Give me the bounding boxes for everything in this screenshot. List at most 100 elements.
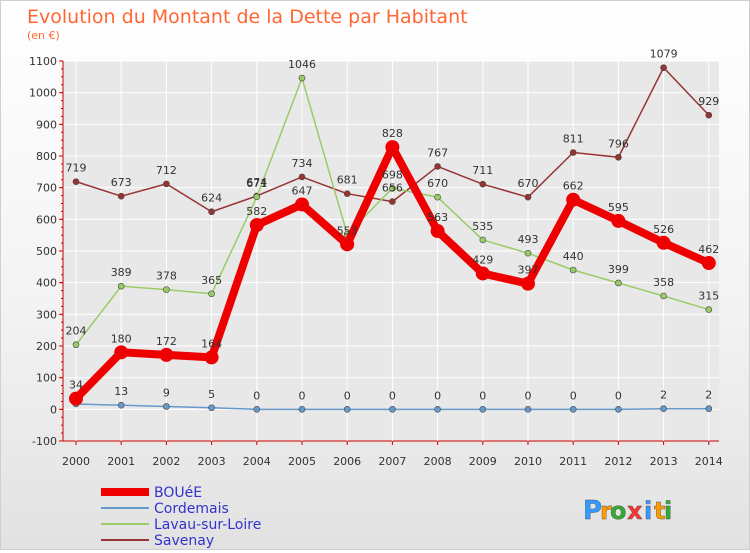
data-point [159,347,174,362]
data-point [479,180,487,188]
data-label: 624 [201,192,222,205]
data-point [660,292,667,300]
data-point [253,406,261,413]
data-label: 0 [389,389,396,402]
data-point [701,256,716,271]
data-label: 656 [382,182,403,195]
data-point [434,193,441,201]
data-label: 2 [660,389,667,402]
data-label: 397 [518,264,539,277]
x-tick-label: 2001 [107,455,135,468]
data-label: 365 [201,274,222,287]
data-point [208,208,215,216]
data-point [340,237,355,252]
data-point [298,173,306,181]
logo-letter: o [610,497,627,525]
x-tick-label: 2004 [243,455,271,468]
data-label: 671 [246,177,267,190]
data-point [389,198,396,205]
y-tick-label: 700 [36,182,57,195]
data-point [117,401,125,409]
logo-letter: P [583,496,602,526]
plot-area: -100010020030040050060070080090010001100… [29,48,723,468]
data-label: 0 [525,389,532,402]
x-tick-label: 2003 [198,455,226,468]
data-point [656,235,671,250]
y-tick-label: 1100 [29,55,57,68]
data-point [524,406,532,413]
data-label: 0 [479,389,486,402]
data-label: 712 [156,164,177,177]
x-tick-label: 2012 [604,455,632,468]
data-point [249,218,264,233]
data-label: 595 [608,201,629,214]
data-label: 670 [518,177,539,190]
data-point [430,224,445,239]
x-tick-label: 2002 [152,455,180,468]
logo-letter: r [600,497,612,525]
data-point [117,282,125,290]
data-point [208,404,215,412]
data-label: 674 [246,176,267,189]
data-label: 767 [427,146,448,159]
data-point [343,190,351,197]
data-point [660,405,667,413]
data-label: 796 [608,137,629,150]
chart-title: Evolution du Montant de la Dette par Hab… [27,6,468,28]
x-tick-label: 2008 [424,455,452,468]
data-label: 0 [434,389,441,402]
x-tick-label: 2000 [62,455,90,468]
data-point [298,74,306,82]
data-point [389,406,396,413]
data-point [434,163,441,170]
data-point [475,266,490,281]
data-point [479,236,487,244]
legend-label: Savenay [154,533,214,549]
y-tick-label: 500 [36,245,57,258]
data-label: 647 [292,184,313,197]
data-label: 553 [337,224,358,237]
data-point [705,111,713,119]
data-point [253,193,261,201]
y-tick-label: 1000 [29,87,57,100]
data-label: 673 [111,176,132,189]
logo-letter: i [664,497,672,525]
data-label: 734 [292,157,313,170]
data-point [72,178,80,185]
y-tick-label: -100 [32,435,57,448]
y-tick-label: 900 [36,118,57,131]
data-label: 13 [114,385,128,398]
data-label: 0 [615,389,622,402]
data-point [569,406,577,413]
data-label: 526 [653,223,674,236]
data-label: 34 [69,379,83,392]
data-point [524,249,532,257]
data-label: 358 [653,276,674,289]
data-label: 1079 [650,48,678,61]
data-label: 662 [563,180,584,193]
data-point [295,197,309,212]
data-point [163,286,170,293]
data-label: 0 [253,389,260,402]
data-label: 315 [698,290,719,303]
data-point [114,345,129,360]
data-label: 670 [427,177,448,190]
data-point [163,180,170,188]
data-label: 389 [111,266,132,279]
x-tick-label: 2014 [695,455,723,468]
proxiti-logo: Pro x i ti [583,496,673,526]
data-point [615,279,622,287]
data-label: 399 [608,263,629,276]
x-tick-label: 2013 [650,455,678,468]
data-point [705,405,713,413]
data-point [569,149,577,156]
data-point [163,403,170,410]
data-label: 719 [66,162,87,175]
data-point [615,406,622,413]
logo-letter: x [627,497,643,525]
data-point [524,193,532,201]
data-label: 180 [111,332,132,345]
legend-label: Lavau-sur-Loire [154,517,261,533]
data-point [705,306,713,313]
data-point [615,153,622,161]
